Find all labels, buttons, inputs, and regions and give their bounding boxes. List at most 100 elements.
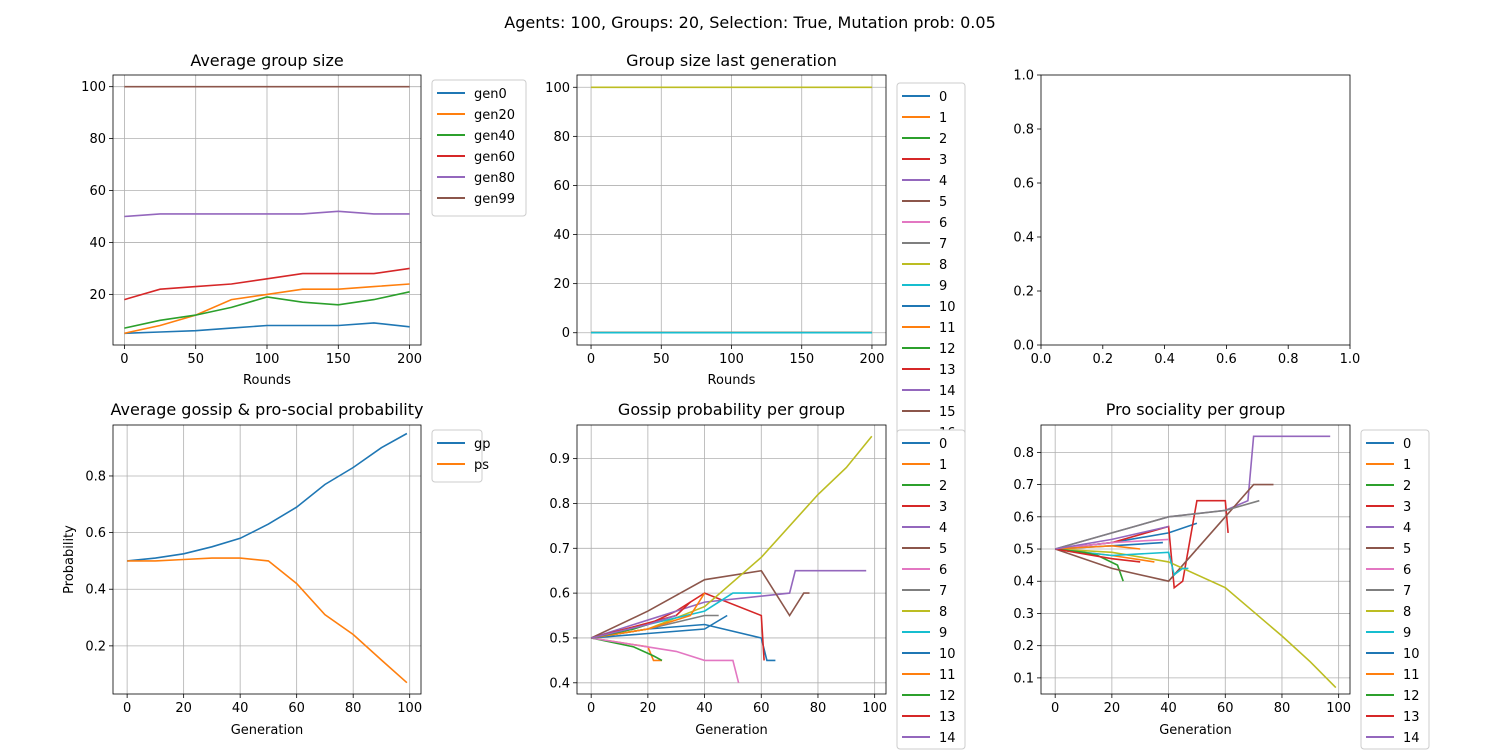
x-tick-label: 80	[345, 701, 362, 716]
y-tick-label: 0.5	[1013, 543, 1034, 558]
legend-label: 14	[1403, 731, 1420, 746]
series-line-13	[1055, 548, 1141, 563]
legend-label: 8	[1403, 605, 1411, 620]
x-tick-label: 80	[1274, 701, 1291, 716]
x-tick-label: 100	[255, 352, 280, 367]
legend-box	[896, 429, 966, 750]
y-tick-label: 0.4	[1013, 231, 1034, 246]
y-tick-label: 60	[553, 179, 570, 194]
x-tick-label: 100	[397, 701, 422, 716]
series-line-14	[1055, 525, 1169, 550]
series-line-11	[1055, 544, 1141, 550]
y-tick-label: 0.2	[85, 639, 106, 654]
y-tick-label: 0.8	[1013, 123, 1034, 138]
legend-label: 7	[939, 237, 947, 252]
series-line-ps	[127, 557, 408, 684]
legend-label: gen20	[474, 108, 515, 123]
legend-label: ps	[474, 458, 489, 473]
legend-label: 14	[939, 384, 956, 399]
x-tick-label: 0	[587, 701, 595, 716]
y-tick-label: 80	[553, 130, 570, 145]
legend-label: 9	[939, 279, 947, 294]
legend-label: 0	[939, 437, 947, 452]
series-line-gen0	[124, 322, 410, 335]
y-tick-label: 0.4	[85, 583, 106, 598]
legend-label: 5	[939, 542, 947, 557]
legend-label: gen40	[474, 129, 515, 144]
x-tick-label: 80	[810, 701, 827, 716]
chart-title: Average gossip & pro-social probability	[111, 400, 424, 419]
y-axis-label: Probability	[62, 525, 77, 594]
axes-frame	[576, 424, 887, 695]
x-tick-label: 60	[753, 701, 770, 716]
legend-label: gen80	[474, 171, 515, 186]
chart-group-size-last: 0 50 100 150 200 0 20 40 60 80 100 Group size last …	[545, 51, 887, 388]
x-tick-label: 0.0	[1031, 352, 1052, 367]
chart-avg-gossip: 0 20 40 60 80 100 0.2 0.4 0.6 0.8 Average gossip &…	[62, 400, 423, 738]
series-line-8	[1055, 548, 1337, 689]
legend-label: 8	[939, 258, 947, 273]
x-tick-label: 0	[1051, 701, 1059, 716]
legend-label: 3	[939, 500, 947, 515]
series-line-2	[591, 637, 663, 662]
y-tick-label: 0.2	[1013, 639, 1034, 654]
y-tick-label: 0.6	[1013, 510, 1034, 525]
y-tick-label: 0.7	[1013, 478, 1034, 493]
x-tick-label: 0.8	[1278, 352, 1299, 367]
x-tick-label: 150	[326, 352, 351, 367]
x-tick-label: 1.0	[1340, 352, 1361, 367]
y-tick-label: 0.6	[1013, 177, 1034, 192]
x-tick-label: 100	[1326, 701, 1351, 716]
legend-label: 1	[939, 111, 947, 126]
y-tick-label: 0.7	[549, 542, 570, 557]
y-tick-label: 20	[553, 277, 570, 292]
y-tick-label: 0.8	[549, 497, 570, 512]
series-line-gen40	[124, 291, 410, 329]
x-tick-label: 0.2	[1092, 352, 1113, 367]
x-tick-label: 50	[187, 352, 204, 367]
x-tick-label: 40	[1160, 701, 1177, 716]
y-tick-label: 0.6	[549, 587, 570, 602]
legend-label: 11	[939, 321, 956, 336]
y-tick-label: 80	[89, 132, 106, 147]
x-tick-label: 100	[719, 352, 744, 367]
legend-label: 2	[939, 479, 947, 494]
x-tick-label: 50	[653, 352, 670, 367]
x-tick-label: 200	[860, 352, 885, 367]
legend-label: 3	[939, 153, 947, 168]
x-tick-label: 0	[123, 701, 131, 716]
x-tick-label: 20	[1104, 701, 1121, 716]
axes-frame	[112, 424, 422, 695]
series-line-11	[591, 592, 706, 639]
y-tick-label: 0.8	[85, 469, 106, 484]
chart-pro-sociality-per-group: 0 20 40 60 80 100 0.1 0.2 0.3 0.4 0.5 0.6 0.7 0.8 Pro …	[1013, 400, 1351, 738]
x-tick-label: 20	[640, 701, 657, 716]
y-tick-label: 0.4	[549, 676, 570, 691]
x-tick-label: 20	[175, 701, 192, 716]
series-line-4	[590, 569, 867, 639]
y-tick-label: 100	[545, 81, 570, 96]
x-tick-label: 0	[120, 352, 128, 367]
x-tick-label: 0.4	[1154, 352, 1175, 367]
legend-label: 4	[939, 174, 947, 189]
data-layer	[127, 432, 408, 684]
y-tick-label: 0.8	[1013, 446, 1034, 461]
legend-label: 5	[1403, 542, 1411, 557]
x-tick-label: 100	[862, 701, 887, 716]
series-line-5	[590, 569, 810, 639]
legend-label: 0	[1403, 437, 1411, 452]
chart-title: Group size last generation	[626, 51, 837, 70]
y-tick-label: 0.3	[1013, 607, 1034, 622]
x-tick-label: 60	[288, 701, 305, 716]
legend-box	[1360, 429, 1430, 750]
x-axis-label: Generation	[695, 723, 768, 738]
series-line-9	[1055, 548, 1189, 577]
y-tick-label: 40	[89, 236, 106, 251]
legend-label: 14	[939, 731, 956, 746]
series-line-gen20	[124, 283, 410, 335]
x-axis-label: Rounds	[243, 373, 291, 388]
legend-label: gen99	[474, 192, 515, 207]
legend-label: 11	[1403, 668, 1420, 683]
legend-label: 13	[1403, 710, 1420, 725]
